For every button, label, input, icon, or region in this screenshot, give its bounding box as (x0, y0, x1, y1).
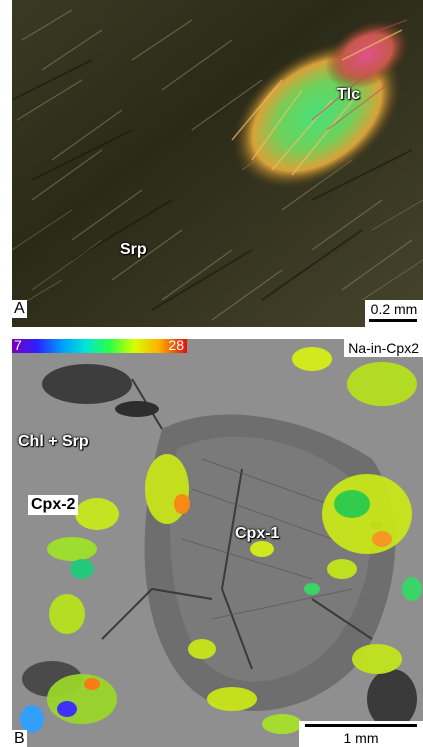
scale-bar-b-line (305, 724, 417, 727)
map-title: Na-in-Cpx2 (344, 339, 423, 357)
scale-bar-a-label: 0.2 mm (370, 301, 418, 317)
panel-letter-a: A (12, 300, 27, 318)
cpx2-label: Cpx-2 (28, 495, 79, 515)
cpx1-label: Cpx-1 (235, 525, 280, 542)
element-map-panel-b: 7 28 Na-in-Cpx2 Chl + Srp Cpx-2 Cpx-1 B … (12, 339, 423, 747)
color-scale-min: 7 (14, 339, 22, 353)
talc-label: Tlc (337, 86, 361, 103)
scale-bar-b-label: 1 mm (343, 730, 379, 746)
scale-bar-a: 0.2 mm (365, 300, 423, 327)
chlorite-serpentine-label: Chl + Srp (18, 433, 89, 450)
panel-letter-b: B (12, 730, 27, 747)
scale-bar-b: 1 mm (299, 721, 423, 747)
color-scale-max: 28 (168, 339, 184, 353)
color-scale-bar: 7 28 (12, 339, 187, 353)
sodium-distribution-map (12, 339, 423, 747)
serpentine-label: Srp (120, 241, 147, 258)
cross-polarized-micrograph (12, 0, 423, 327)
scale-bar-a-line (369, 319, 417, 322)
micrograph-panel-a: Tlc Srp A 0.2 mm (12, 0, 423, 327)
